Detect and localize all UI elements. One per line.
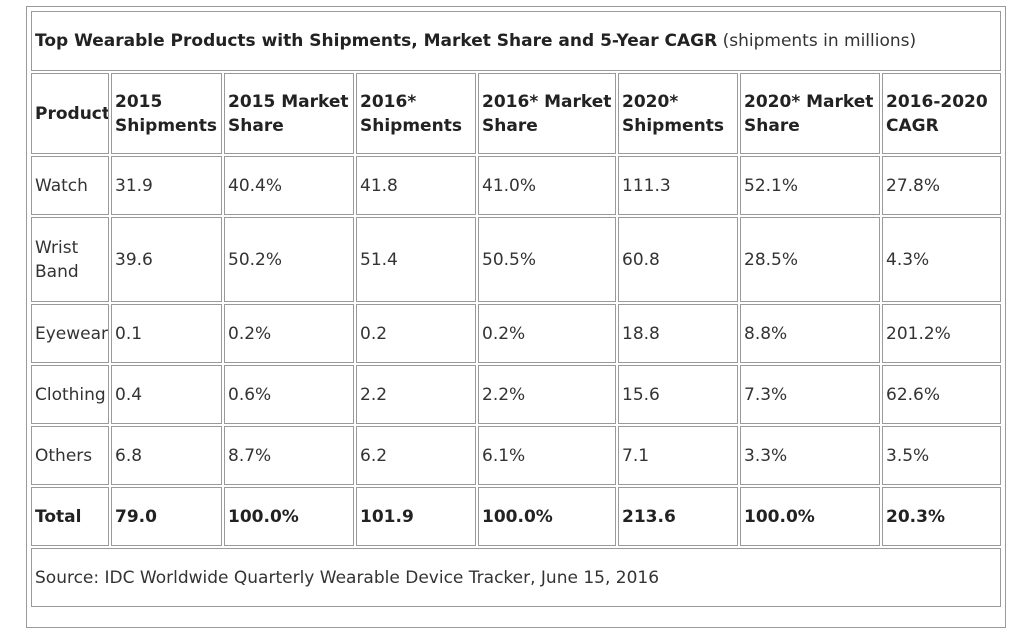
value-cell: 2.2: [356, 365, 476, 424]
table-subtitle: (shipments in millions): [722, 31, 917, 51]
table-row: Others 6.8 8.7% 6.2 6.1% 7.1 3.3% 3.5%: [31, 426, 1002, 485]
value-cell: 40.4%: [224, 156, 354, 215]
value-cell: 62.6%: [882, 365, 1002, 424]
total-value-cell: 101.9: [356, 487, 476, 546]
total-value-cell: 100.0%: [478, 487, 616, 546]
column-header: 2016* Shipments: [356, 73, 476, 154]
column-header: 2016-2020 CAGR: [882, 73, 1002, 154]
column-header: 2016* Market Share: [478, 73, 616, 154]
value-cell: 51.4: [356, 217, 476, 302]
table-row: Wrist Band 39.6 50.2% 51.4 50.5% 60.8 28.5% 4.3…: [31, 217, 1002, 302]
value-cell: 201.2%: [882, 304, 1002, 363]
value-cell: 41.8: [356, 156, 476, 215]
value-cell: 27.8%: [882, 156, 1002, 215]
value-cell: 2.2%: [478, 365, 616, 424]
source-note: Source: IDC Worldwide Quarterly Wearable…: [31, 548, 1002, 607]
value-cell: 0.4: [111, 365, 222, 424]
value-cell: 0.1: [111, 304, 222, 363]
product-cell: Wrist Band: [31, 217, 109, 302]
total-value-cell: 79.0: [111, 487, 222, 546]
value-cell: 7.1: [618, 426, 738, 485]
table-row: Eyewear 0.1 0.2% 0.2 0.2% 18.8 8.8% 201.2%: [31, 304, 1002, 363]
value-cell: 50.2%: [224, 217, 354, 302]
column-header: 2015 Shipments: [111, 73, 222, 154]
product-cell: Watch: [31, 156, 109, 215]
value-cell: 111.3: [618, 156, 738, 215]
table-row: Clothing 0.4 0.6% 2.2 2.2% 15.6 7.3% 62.6%: [31, 365, 1002, 424]
value-cell: 50.5%: [478, 217, 616, 302]
value-cell: 0.2: [356, 304, 476, 363]
title-row: Top Wearable Products with Shipments, Ma…: [31, 11, 1002, 71]
product-cell: Others: [31, 426, 109, 485]
total-value-cell: 213.6: [618, 487, 738, 546]
value-cell: 7.3%: [740, 365, 880, 424]
wearables-table: Top Wearable Products with Shipments, Ma…: [29, 9, 1003, 609]
value-cell: 15.6: [618, 365, 738, 424]
value-cell: 0.6%: [224, 365, 354, 424]
column-header: 2015 Market Share: [224, 73, 354, 154]
value-cell: 8.7%: [224, 426, 354, 485]
value-cell: 41.0%: [478, 156, 616, 215]
product-cell: Clothing: [31, 365, 109, 424]
title-cell: Top Wearable Products with Shipments, Ma…: [31, 11, 1002, 71]
total-row: Total 79.0 100.0% 101.9 100.0% 213.6 100.0% 20.…: [31, 487, 1002, 546]
value-cell: 0.2%: [224, 304, 354, 363]
value-cell: 3.3%: [740, 426, 880, 485]
table-body: Top Wearable Products with Shipments, Ma…: [31, 11, 1002, 607]
value-cell: 39.6: [111, 217, 222, 302]
total-value-cell: 20.3%: [882, 487, 1002, 546]
value-cell: 8.8%: [740, 304, 880, 363]
value-cell: 28.5%: [740, 217, 880, 302]
header-row: Product 2015 Shipments 2015 Market Share 20…: [31, 73, 1002, 154]
column-header: Product: [31, 73, 109, 154]
total-value-cell: 100.0%: [740, 487, 880, 546]
value-cell: 18.8: [618, 304, 738, 363]
table-frame: [26, 6, 1006, 628]
value-cell: 3.5%: [882, 426, 1002, 485]
source-row: Source: IDC Worldwide Quarterly Wearable…: [31, 548, 1002, 607]
value-cell: 4.3%: [882, 217, 1002, 302]
value-cell: 6.2: [356, 426, 476, 485]
value-cell: 52.1%: [740, 156, 880, 215]
value-cell: 60.8: [618, 217, 738, 302]
column-header: 2020* Market Share: [740, 73, 880, 154]
value-cell: 0.2%: [478, 304, 616, 363]
column-header: 2020* Shipments: [618, 73, 738, 154]
value-cell: 6.1%: [478, 426, 616, 485]
total-label-cell: Total: [31, 487, 109, 546]
table-row: Watch 31.9 40.4% 41.8 41.0% 111.3 52.1% 27.8%: [31, 156, 1002, 215]
total-value-cell: 100.0%: [224, 487, 354, 546]
value-cell: 6.8: [111, 426, 222, 485]
value-cell: 31.9: [111, 156, 222, 215]
product-cell: Eyewear: [31, 304, 109, 363]
table-title: Top Wearable Products with Shipments, Ma…: [35, 31, 718, 51]
